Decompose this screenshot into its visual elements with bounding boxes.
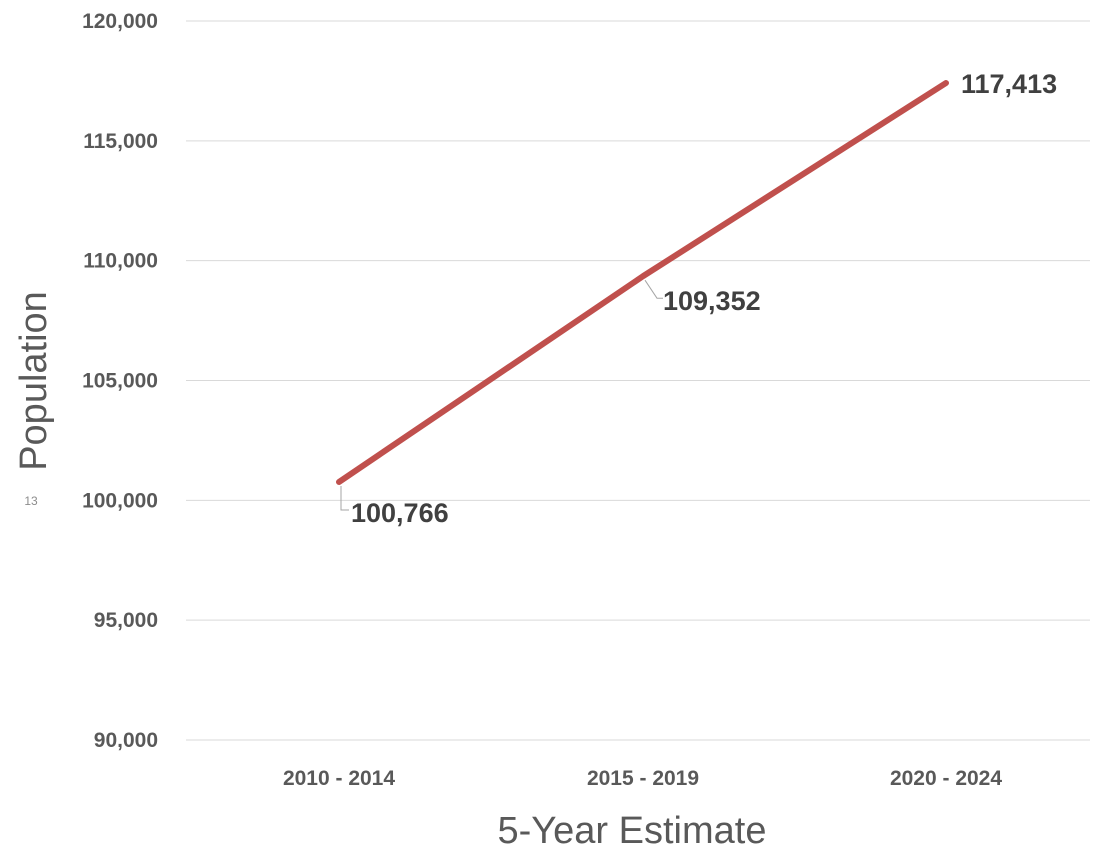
leader-line [644,279,663,299]
y-tick-label: 120,000 [82,10,158,33]
y-axis-title: Population [13,291,55,471]
y-tick-label: 90,000 [94,729,158,752]
y-axis-tick-labels: 90,000 95,000 100,000 105,000 110,000 115,000… [82,10,158,752]
y-tick-label: 105,000 [82,370,158,393]
series-line-layer [336,80,949,485]
data-labels: 100,766 109,352 117,413 [351,69,1057,528]
x-tick-label: 2020 - 2024 [890,767,1002,790]
y-tick-label: 115,000 [83,130,158,153]
population-series-line [336,80,949,485]
data-label: 100,766 [351,498,449,528]
x-axis-title: 5-Year Estimate [498,810,767,847]
x-tick-label: 2010 - 2014 [283,767,395,790]
x-tick-label: 2015 - 2019 [587,767,699,790]
slide-number: 13 [24,494,38,508]
leader-line [340,485,349,511]
y-tick-label: 110,000 [83,250,158,273]
gridlines [186,20,1090,741]
x-axis-tick-labels: 2010 - 2014 2015 - 2019 2020 - 2024 [283,767,1002,790]
y-tick-label: 100,000 [82,489,158,512]
y-tick-label: 95,000 [94,609,158,632]
data-label: 117,413 [961,69,1057,99]
leader-lines [340,279,663,511]
data-label: 109,352 [663,286,761,316]
